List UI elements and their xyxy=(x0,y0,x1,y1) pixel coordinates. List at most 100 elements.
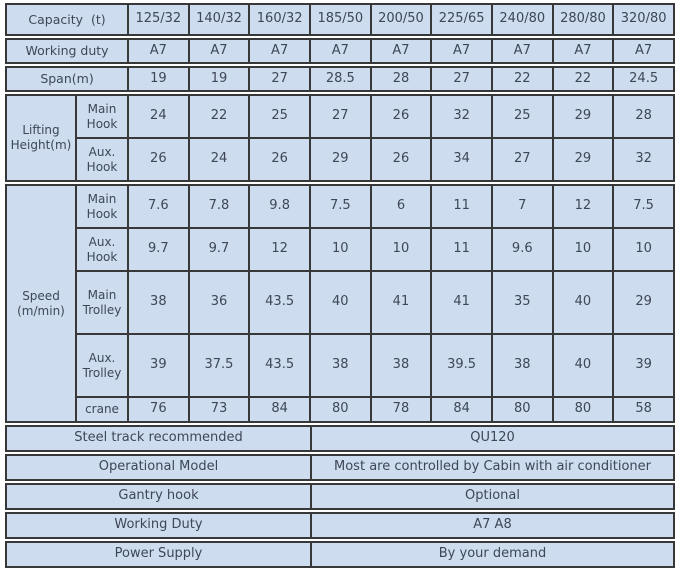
speed-aux-trolley-cell: 39 xyxy=(127,333,190,398)
lifting-main-hook-cell: 24 xyxy=(127,94,190,139)
speed-main-hook-cell: 6 xyxy=(369,184,433,229)
speed-main-hook-cell: 7.5 xyxy=(308,184,372,229)
speed-main-trolley-cell: 38 xyxy=(127,270,190,335)
speed-crane-cell: 73 xyxy=(187,396,251,423)
speed-aux-hook-cell: 9.7 xyxy=(187,227,251,272)
lifting-aux-hook-cell: 29 xyxy=(551,137,615,182)
speed-crane-cell: 80 xyxy=(490,396,554,423)
span-row: Span(m) 19 19 27 28.5 28 27 22 22 24.5 xyxy=(4,66,675,92)
speed-main-trolley-cell: 43.5 xyxy=(248,270,311,335)
capacity-col-header: 185/50 xyxy=(308,3,372,36)
power-supply-row: Power Supply By your demand xyxy=(5,541,675,568)
speed-crane-label: crane xyxy=(75,396,129,423)
operational-model-row: Operational Model Most are controlled by… xyxy=(5,454,675,481)
aux-hook-row-label: Aux. Hook xyxy=(75,137,129,182)
speed-aux-trolley-cell: 40 xyxy=(551,333,615,398)
span-cell: 27 xyxy=(248,66,311,92)
lifting-aux-hook-cell: 26 xyxy=(369,137,433,182)
speed-aux-trolley-cell: 43.5 xyxy=(248,333,311,398)
lifting-main-hook-cell: 25 xyxy=(490,94,554,139)
speed-crane-cell: 80 xyxy=(551,396,615,423)
speed-aux-hook-cell: 10 xyxy=(612,227,675,272)
speed-main-hook-cell: 12 xyxy=(551,184,615,229)
speed-aux-hook-cell: 11 xyxy=(430,227,493,272)
span-label: Span(m) xyxy=(4,66,130,92)
capacity-header-row: Capacity (t) 125/32 140/32 160/32 185/50… xyxy=(4,3,675,36)
lifting-aux-hook-cell: 27 xyxy=(490,137,554,182)
lifting-main-hook-cell: 25 xyxy=(248,94,311,139)
speed-aux-hook-cell: 9.6 xyxy=(490,227,554,272)
gantry-hook-value: Optional xyxy=(310,483,675,510)
working-duty-cell: A7 xyxy=(187,38,251,64)
speed-main-hook-cell: 7.8 xyxy=(187,184,251,229)
speed-section: Speed (m/min) Main Hook 7.6 7.8 9.8 7.5 … xyxy=(5,184,675,423)
lifting-aux-hook-cell: 32 xyxy=(612,137,675,182)
speed-aux-trolley-cell: 38 xyxy=(308,333,372,398)
speed-crane-cell: 78 xyxy=(369,396,433,423)
speed-main-hook-cell: 11 xyxy=(430,184,493,229)
lifting-aux-hook-cell: 24 xyxy=(187,137,251,182)
lifting-main-hook-cell: 26 xyxy=(369,94,433,139)
speed-group-label: Speed (m/min) xyxy=(5,184,77,423)
capacity-col-header: 140/32 xyxy=(187,3,251,36)
capacity-col-header: 240/80 xyxy=(490,3,554,36)
speed-crane-cell: 84 xyxy=(248,396,311,423)
lifting-height-group-label: Lifting Height(m) xyxy=(5,94,77,182)
speed-aux-hook-label: Aux. Hook xyxy=(75,227,129,272)
working-duty-cell: A7 xyxy=(430,38,493,64)
lifting-aux-hook-cell: 26 xyxy=(127,137,190,182)
speed-main-trolley-cell: 41 xyxy=(369,270,433,335)
capacity-col-header: 225/65 xyxy=(430,3,493,36)
span-cell: 19 xyxy=(127,66,190,92)
speed-aux-hook-cell: 12 xyxy=(248,227,311,272)
working-duty-cell: A7 xyxy=(248,38,311,64)
speed-main-trolley-cell: 36 xyxy=(187,270,251,335)
main-hook-row-label: Main Hook xyxy=(75,94,129,139)
lifting-main-hook-cell: 29 xyxy=(551,94,615,139)
speed-aux-trolley-cell: 37.5 xyxy=(187,333,251,398)
steel-track-row: Steel track recommended QU120 xyxy=(5,425,675,452)
speed-aux-hook-cell: 10 xyxy=(551,227,615,272)
speed-main-trolley-label: Main Trolley xyxy=(75,270,129,335)
working-duty-cell: A7 xyxy=(369,38,433,64)
lifting-main-hook-cell: 22 xyxy=(187,94,251,139)
span-cell: 24.5 xyxy=(612,66,675,92)
speed-aux-trolley-label: Aux. Trolley xyxy=(75,333,129,398)
capacity-col-header: 280/80 xyxy=(551,3,615,36)
operational-model-value: Most are controlled by Cabin with air co… xyxy=(310,454,675,481)
capacity-col-header: 200/50 xyxy=(369,3,433,36)
speed-aux-hook-cell: 10 xyxy=(369,227,433,272)
speed-main-trolley-cell: 40 xyxy=(551,270,615,335)
working-duty-cell: A7 xyxy=(308,38,372,64)
span-cell: 27 xyxy=(430,66,493,92)
operational-model-label: Operational Model xyxy=(5,454,312,481)
speed-main-hook-label: Main Hook xyxy=(75,184,129,229)
steel-track-value: QU120 xyxy=(310,425,675,452)
speed-aux-trolley-cell: 39.5 xyxy=(430,333,493,398)
speed-main-hook-cell: 9.8 xyxy=(248,184,311,229)
lifting-aux-hook-cell: 29 xyxy=(308,137,372,182)
speed-crane-cell: 58 xyxy=(612,396,675,423)
speed-crane-cell: 80 xyxy=(308,396,372,423)
speed-aux-hook-cell: 10 xyxy=(308,227,372,272)
working-duty-cell: A7 xyxy=(127,38,190,64)
lifting-main-hook-cell: 28 xyxy=(612,94,675,139)
lifting-main-hook-cell: 32 xyxy=(430,94,493,139)
capacity-col-header: 125/32 xyxy=(127,3,190,36)
span-cell: 22 xyxy=(490,66,554,92)
steel-track-label: Steel track recommended xyxy=(5,425,312,452)
speed-aux-trolley-cell: 39 xyxy=(612,333,675,398)
working-duty-cell: A7 xyxy=(551,38,615,64)
working-duty-cell: A7 xyxy=(490,38,554,64)
working-duty-footer-label: Working Duty xyxy=(5,512,312,539)
speed-main-trolley-cell: 41 xyxy=(430,270,493,335)
speed-main-hook-cell: 7.5 xyxy=(612,184,675,229)
speed-crane-cell: 76 xyxy=(127,396,190,423)
lifting-height-section: Lifting Height(m) Main Hook 24 22 25 27 … xyxy=(5,94,675,182)
speed-aux-hook-cell: 9.7 xyxy=(127,227,190,272)
working-duty-cell: A7 xyxy=(612,38,675,64)
working-duty-footer-row: Working Duty A7 A8 xyxy=(5,512,675,539)
speed-main-hook-cell: 7.6 xyxy=(127,184,190,229)
speed-main-hook-cell: 7 xyxy=(490,184,554,229)
